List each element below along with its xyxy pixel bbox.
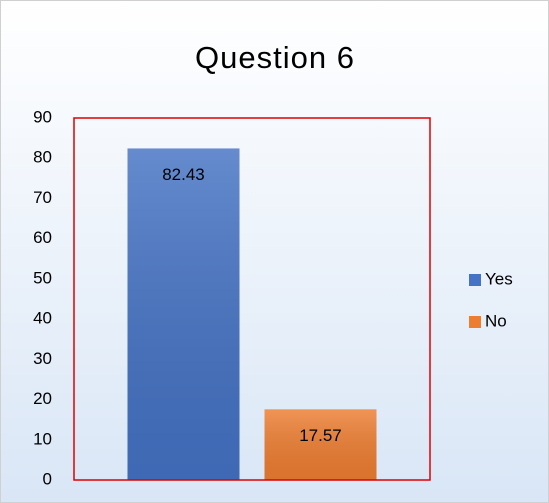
chart-title: Question 6 (195, 40, 355, 75)
plot-border (73, 117, 431, 481)
y-tick-label: 50 (33, 268, 52, 287)
data-label: 17.57 (299, 426, 342, 445)
legend-label: No (485, 311, 507, 330)
bar (127, 148, 240, 480)
legend-swatch (469, 274, 481, 286)
y-tick-label: 20 (33, 389, 52, 408)
y-tick-label: 60 (33, 228, 52, 247)
y-tick-label: 70 (33, 188, 52, 207)
y-tick-label: 80 (33, 148, 52, 167)
y-tick-label: 0 (43, 469, 52, 488)
legend-label: Yes (485, 269, 513, 288)
y-tick-label: 30 (33, 349, 52, 368)
data-label: 82.43 (162, 165, 205, 184)
legend-swatch (469, 316, 481, 328)
y-tick-label: 40 (33, 309, 52, 328)
y-tick-label: 10 (33, 429, 52, 448)
y-tick-label: 90 (33, 107, 52, 126)
